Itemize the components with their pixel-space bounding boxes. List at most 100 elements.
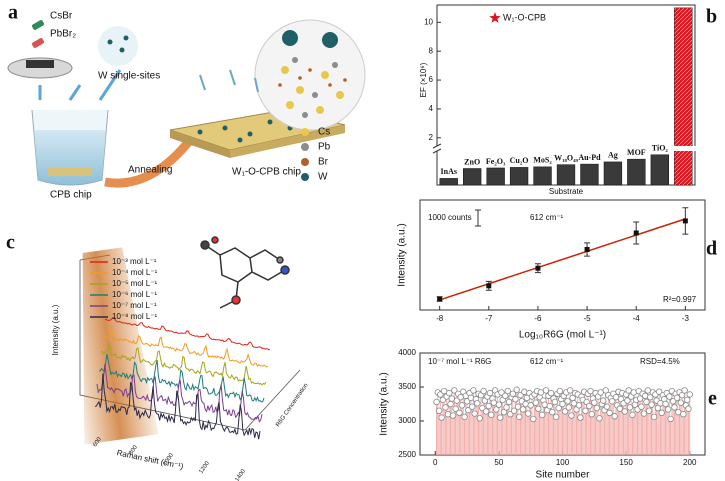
- bar: [603, 410, 605, 455]
- point: [549, 408, 556, 416]
- point: [559, 400, 566, 408]
- bar: [673, 407, 675, 455]
- x-tick-label: ZnO: [464, 157, 480, 166]
- point: [582, 407, 589, 414]
- bar: [467, 410, 469, 455]
- point: [512, 396, 519, 403]
- bar: [485, 411, 487, 455]
- legend-label: 10⁻⁴ mol L⁻¹: [112, 268, 158, 277]
- bar: [680, 402, 682, 455]
- point: [447, 400, 454, 408]
- bar: [645, 401, 647, 455]
- point: [532, 399, 539, 406]
- point: [504, 387, 511, 395]
- bar: [567, 401, 568, 455]
- bar: [644, 395, 646, 455]
- point: [621, 408, 629, 415]
- y-tick-label: 3000: [398, 416, 416, 425]
- axis-break: [434, 146, 698, 151]
- legend-label: W₁-O-CPB: [503, 12, 546, 22]
- bar: [617, 391, 619, 455]
- point: [556, 387, 564, 395]
- bar: [489, 393, 491, 455]
- panel-label: a: [8, 2, 18, 24]
- x-tick-label: 150: [619, 458, 633, 467]
- bar: [522, 409, 524, 455]
- x-tick-label: -7: [485, 314, 493, 323]
- x-tick-label: Ag: [608, 151, 618, 160]
- legend-label: 10⁻⁸ mol L⁻¹: [112, 312, 158, 321]
- bar: [455, 408, 457, 455]
- bar: [631, 414, 633, 455]
- bar: [628, 390, 630, 455]
- point: [667, 415, 674, 423]
- point: [680, 411, 687, 418]
- bar: [447, 414, 449, 455]
- bar: [541, 414, 543, 455]
- bar: [651, 404, 652, 455]
- bar: [570, 415, 572, 455]
- x-axis-label: Log₁₀R6G (mol L⁻¹): [519, 330, 606, 341]
- point: [596, 415, 603, 422]
- bar: [457, 393, 459, 455]
- annotation: RSD=4.5%: [640, 357, 680, 366]
- bar: [456, 400, 458, 455]
- bar: [509, 167, 529, 186]
- point: [636, 395, 644, 402]
- bar: [661, 412, 663, 455]
- bar: [668, 396, 670, 455]
- x-tick-label: Cu₂O: [510, 156, 529, 165]
- point: [446, 389, 453, 397]
- bar: [460, 397, 462, 455]
- precursor-label: CsBr: [50, 11, 73, 22]
- point: [488, 411, 495, 419]
- bar-hatch: [674, 7, 693, 186]
- bar: [462, 391, 464, 455]
- bar: [535, 402, 537, 455]
- bar: [634, 404, 636, 455]
- bar: [609, 412, 610, 455]
- bar: [486, 167, 505, 186]
- bar: [627, 158, 646, 186]
- bar: [671, 391, 673, 455]
- bar: [536, 391, 538, 455]
- y-axis-label: Intensity (a.u.): [397, 223, 408, 286]
- x-tick-label: 100: [556, 458, 570, 467]
- point: [640, 410, 648, 417]
- bar: [596, 408, 598, 455]
- point: [677, 399, 685, 406]
- bar: [446, 396, 448, 455]
- point: [449, 412, 457, 419]
- bar: [578, 405, 580, 455]
- bar: [652, 392, 654, 455]
- point: [555, 404, 562, 412]
- x-axis-label: Substrate: [549, 187, 584, 196]
- x-tick-label: 200: [683, 458, 697, 467]
- x-tick-label: MOF: [627, 148, 646, 157]
- break-mark: [432, 143, 442, 154]
- spectrum: [104, 316, 271, 351]
- bar: [553, 398, 554, 455]
- point: [500, 408, 508, 416]
- bar: [640, 406, 642, 455]
- point: [438, 414, 445, 421]
- y-tick-label: 4: [429, 104, 434, 113]
- z-axis-label: R6G Concentration: [275, 383, 309, 429]
- y-tick-label: 2500: [398, 450, 416, 459]
- bar: [441, 417, 443, 455]
- bar: [500, 392, 502, 455]
- x-tick-label: Au-Pd: [578, 153, 601, 162]
- bar: [625, 394, 627, 455]
- precursor-label: PbBr₂: [50, 29, 76, 40]
- fit-line: [439, 218, 686, 301]
- point: [442, 404, 449, 411]
- bar: [503, 412, 505, 455]
- bar: [504, 395, 506, 455]
- bar: [555, 416, 557, 455]
- bar: [676, 397, 678, 455]
- bar: [658, 391, 660, 455]
- bar: [624, 411, 626, 455]
- point: [671, 404, 678, 411]
- legend-label: 10⁻³ mol L⁻¹: [112, 257, 157, 266]
